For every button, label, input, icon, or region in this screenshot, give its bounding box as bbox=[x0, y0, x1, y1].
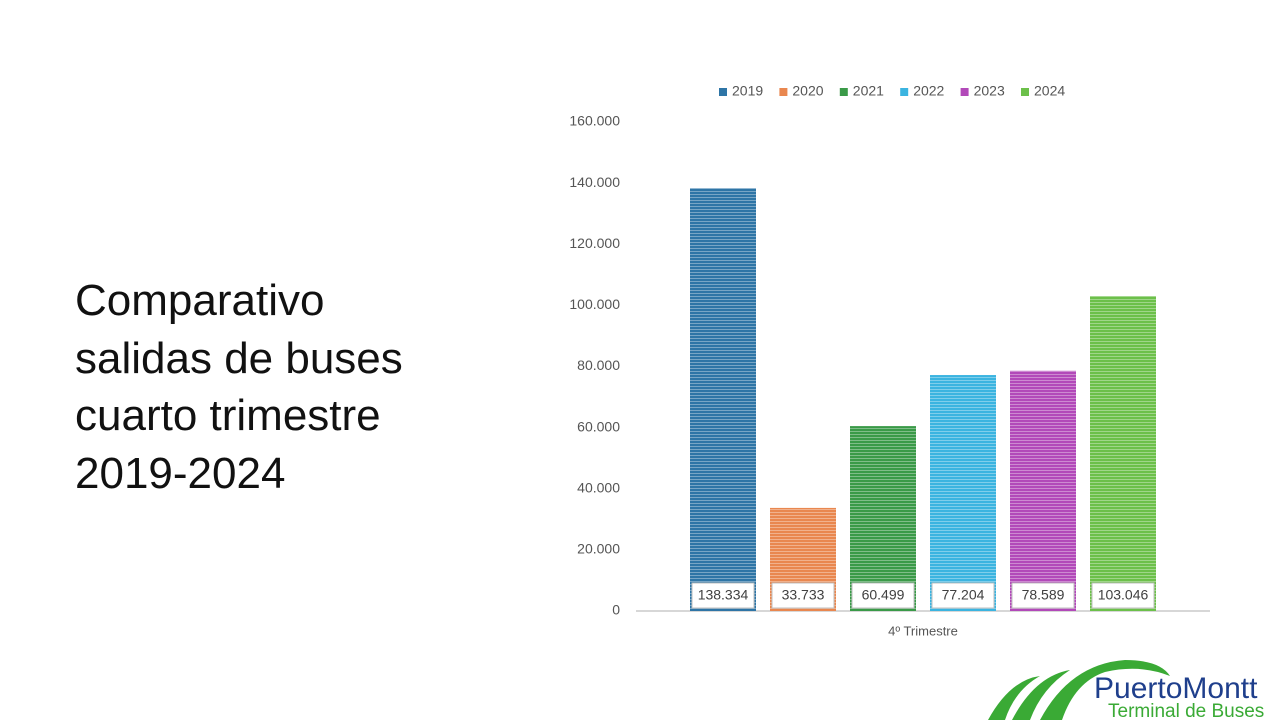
y-tick-label: 160.000 bbox=[569, 113, 620, 129]
bar bbox=[1090, 296, 1156, 611]
legend-label: 2023 bbox=[974, 83, 1005, 99]
value-label: 60.499 bbox=[862, 587, 905, 603]
value-label-box bbox=[771, 582, 835, 609]
y-tick-label: 20.000 bbox=[577, 541, 620, 557]
legend-label: 2020 bbox=[792, 83, 823, 99]
slide-title: Comparativo salidas de buses cuarto trim… bbox=[75, 276, 403, 498]
y-tick-label: 100.000 bbox=[569, 296, 620, 312]
bar bbox=[930, 375, 996, 611]
value-label: 103.046 bbox=[1098, 587, 1149, 603]
logo-swoosh bbox=[988, 676, 1040, 720]
legend-marker bbox=[960, 88, 969, 96]
bar bbox=[1010, 370, 1076, 611]
value-label-box bbox=[1011, 582, 1075, 609]
y-tick-label: 80.000 bbox=[577, 357, 620, 373]
y-tick-label: 120.000 bbox=[569, 235, 620, 251]
logo-subtitle: Terminal de Buses bbox=[1108, 701, 1264, 720]
y-tick-label: 40.000 bbox=[577, 479, 620, 495]
value-label: 77.204 bbox=[942, 587, 985, 603]
legend-label: 2021 bbox=[853, 83, 884, 99]
legend-marker bbox=[1021, 88, 1029, 96]
bar bbox=[690, 188, 756, 611]
value-label: 33.733 bbox=[782, 587, 825, 603]
value-label-box bbox=[931, 582, 995, 609]
value-label: 78.589 bbox=[1022, 587, 1065, 603]
logo-swoosh bbox=[1040, 660, 1170, 720]
value-label: 138.334 bbox=[698, 587, 749, 603]
legend-marker bbox=[900, 88, 909, 96]
y-tick-label: 60.000 bbox=[577, 418, 620, 434]
legend-marker bbox=[779, 88, 788, 96]
y-tick-label: 0 bbox=[612, 602, 620, 618]
value-label-box bbox=[851, 582, 915, 609]
bar bbox=[850, 426, 916, 611]
value-label-box bbox=[691, 582, 755, 609]
legend-marker bbox=[719, 88, 727, 96]
y-tick-label: 140.000 bbox=[569, 174, 620, 190]
x-tick-label: 4º Trimestre bbox=[888, 623, 958, 638]
value-label-box bbox=[1091, 582, 1155, 609]
legend-label: 2024 bbox=[1034, 83, 1065, 99]
legend-label: 2022 bbox=[913, 83, 944, 99]
logo-name: PuertoMontt bbox=[1094, 672, 1258, 705]
legend-label: 2019 bbox=[732, 83, 763, 99]
logo-swoosh bbox=[1012, 670, 1070, 720]
logo: PuertoMontt Terminal de Buses bbox=[988, 660, 1264, 720]
legend-marker bbox=[839, 88, 848, 96]
